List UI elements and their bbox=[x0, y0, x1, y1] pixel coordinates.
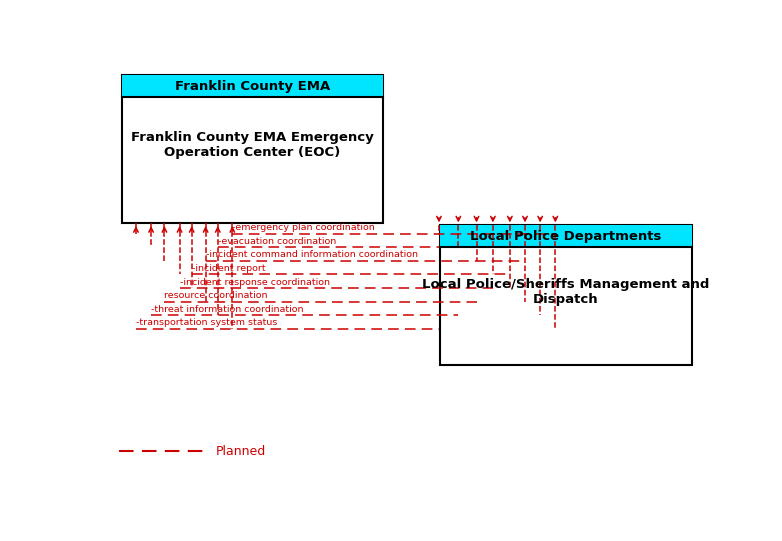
Text: -incident report: -incident report bbox=[192, 264, 265, 273]
Text: Planned: Planned bbox=[216, 445, 266, 458]
Text: resource coordination: resource coordination bbox=[164, 291, 268, 300]
Text: -transportation system status: -transportation system status bbox=[136, 318, 278, 327]
Text: -evacuation coordination: -evacuation coordination bbox=[217, 237, 336, 246]
Text: -incident response coordination: -incident response coordination bbox=[180, 278, 329, 287]
Text: -emergency plan coordination: -emergency plan coordination bbox=[232, 223, 375, 232]
Text: Local Police Departments: Local Police Departments bbox=[470, 229, 662, 242]
Bar bbox=[440, 225, 692, 365]
Text: -incident command information coordination: -incident command information coordinati… bbox=[206, 250, 418, 260]
Text: -threat information coordination: -threat information coordination bbox=[151, 305, 303, 314]
Bar bbox=[440, 225, 692, 247]
Bar bbox=[122, 75, 382, 97]
Text: Local Police/Sheriffs Management and
Dispatch: Local Police/Sheriffs Management and Dis… bbox=[422, 278, 709, 306]
Text: Franklin County EMA: Franklin County EMA bbox=[174, 80, 330, 93]
Bar bbox=[122, 75, 382, 223]
Text: Franklin County EMA Emergency
Operation Center (EOC): Franklin County EMA Emergency Operation … bbox=[131, 131, 374, 159]
